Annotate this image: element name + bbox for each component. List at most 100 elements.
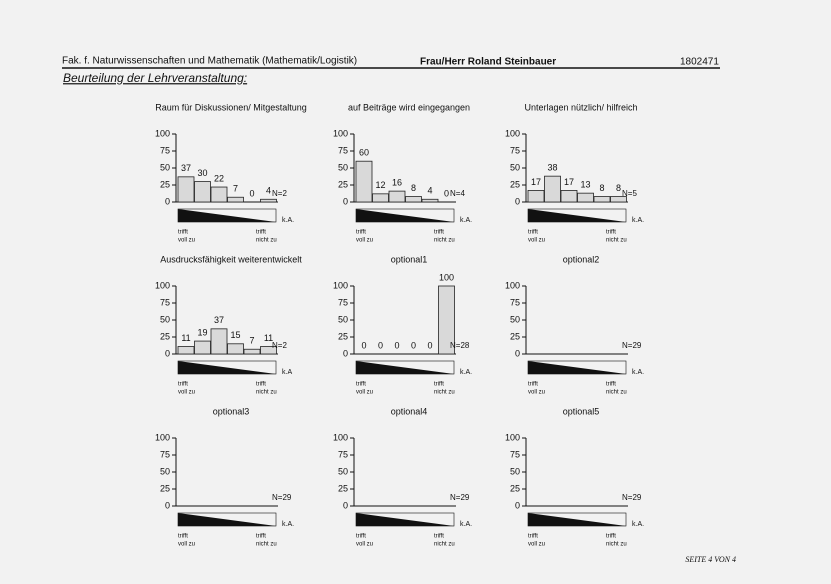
bar xyxy=(610,196,627,203)
heading: Beurteilung der Lehrveranstaltung: xyxy=(63,71,247,85)
scale-left: voll zu xyxy=(178,238,195,244)
value-label: 0 xyxy=(411,340,416,350)
page-number: SEITE 4 VON 4 xyxy=(685,555,736,564)
y-tick-label: 75 xyxy=(510,297,520,307)
chart-title: optional1 xyxy=(391,254,428,264)
y-tick-label: 25 xyxy=(338,179,348,189)
chart-title: optional4 xyxy=(391,406,428,416)
y-tick-label: 0 xyxy=(515,196,520,206)
n-label: N=2 xyxy=(272,341,287,350)
na-label: k.A. xyxy=(460,369,472,376)
scale-right: trifft xyxy=(434,382,444,388)
y-tick-label: 0 xyxy=(343,500,348,510)
scale-right: trifft xyxy=(256,534,266,540)
y-tick-label: 50 xyxy=(338,466,348,476)
na-label: k.A xyxy=(282,369,292,376)
value-label: 16 xyxy=(392,177,402,187)
y-tick-label: 25 xyxy=(510,179,520,189)
y-tick-label: 75 xyxy=(160,449,170,459)
scale-right: nicht zu xyxy=(606,390,627,396)
y-tick-label: 100 xyxy=(505,432,520,442)
scale-wedge xyxy=(178,361,276,374)
bar xyxy=(260,198,277,203)
na-label: k.A. xyxy=(282,217,294,224)
value-label: 19 xyxy=(197,327,207,337)
y-tick-label: 50 xyxy=(338,314,348,324)
scale-right: trifft xyxy=(606,230,616,236)
bar xyxy=(227,343,244,355)
y-tick-label: 0 xyxy=(343,196,348,206)
scale-right: nicht zu xyxy=(434,390,455,396)
lecturer: Frau/Herr Roland Steinbauer xyxy=(420,57,556,68)
chart-title: optional3 xyxy=(213,406,250,416)
value-label: 0 xyxy=(378,340,383,350)
scale-right: trifft xyxy=(256,230,266,236)
y-tick-label: 0 xyxy=(165,500,170,510)
scale-right: trifft xyxy=(434,534,444,540)
y-tick-label: 0 xyxy=(165,348,170,358)
scale-left: voll zu xyxy=(356,390,373,396)
scale-right: nicht zu xyxy=(256,390,277,396)
y-tick-label: 100 xyxy=(333,280,348,290)
y-tick-label: 100 xyxy=(333,432,348,442)
bar xyxy=(177,346,195,355)
faculty: Fak. f. Naturwissenschaften und Mathemat… xyxy=(62,56,357,67)
bar xyxy=(544,175,561,203)
scale-wedge xyxy=(356,513,454,526)
bar xyxy=(243,348,261,355)
value-label: 7 xyxy=(233,184,238,194)
value-label: 17 xyxy=(531,177,541,187)
value-label: 15 xyxy=(230,330,240,340)
scale-left: voll zu xyxy=(528,390,545,396)
chart-title: Ausdrucksfähigkeit weiterentwickelt xyxy=(160,254,302,264)
bar xyxy=(210,328,228,355)
y-tick-label: 75 xyxy=(338,145,348,155)
n-label: N=2 xyxy=(272,189,287,198)
y-tick-label: 50 xyxy=(338,162,348,172)
value-label: 17 xyxy=(564,177,574,187)
bar xyxy=(438,285,455,355)
bar xyxy=(194,181,211,203)
bar xyxy=(194,340,211,355)
bar xyxy=(527,190,545,203)
bar xyxy=(372,193,389,203)
y-tick-label: 0 xyxy=(515,500,520,510)
bar xyxy=(421,198,439,203)
scale-wedge xyxy=(528,513,626,526)
bar xyxy=(210,186,228,203)
value-label: 8 xyxy=(411,183,416,193)
na-label: k.A. xyxy=(460,521,472,528)
y-tick-label: 75 xyxy=(510,145,520,155)
value-label: 8 xyxy=(616,183,621,193)
chart-title: Raum für Diskussionen/ Mitgestaltung xyxy=(155,102,307,112)
na-label: k.A. xyxy=(282,521,294,528)
y-tick-label: 100 xyxy=(155,432,170,442)
scale-left: trifft xyxy=(528,382,538,388)
bar xyxy=(177,176,195,203)
scale-left: trifft xyxy=(528,230,538,236)
chart-title: auf Beiträge wird eingegangen xyxy=(348,102,470,112)
scale-left: voll zu xyxy=(528,542,545,548)
y-tick-label: 0 xyxy=(515,348,520,358)
y-tick-label: 75 xyxy=(338,449,348,459)
n-label: N=29 xyxy=(622,341,642,350)
n-label: N=4 xyxy=(450,189,465,198)
y-tick-label: 25 xyxy=(510,483,520,493)
y-tick-label: 50 xyxy=(160,162,170,172)
value-label: 0 xyxy=(394,340,399,350)
chart-title: optional5 xyxy=(563,406,600,416)
value-label: 8 xyxy=(599,183,604,193)
value-label: 0 xyxy=(361,340,366,350)
y-tick-label: 50 xyxy=(510,466,520,476)
scale-wedge xyxy=(528,361,626,374)
chart-title: Unterlagen nützlich/ hilfreich xyxy=(524,102,637,112)
scale-left: trifft xyxy=(178,534,188,540)
na-label: k.A. xyxy=(460,217,472,224)
bar xyxy=(560,190,578,203)
scale-left: voll zu xyxy=(528,238,545,244)
scale-left: voll zu xyxy=(356,542,373,548)
y-tick-label: 50 xyxy=(160,466,170,476)
y-tick-label: 100 xyxy=(155,128,170,138)
y-tick-label: 75 xyxy=(160,145,170,155)
